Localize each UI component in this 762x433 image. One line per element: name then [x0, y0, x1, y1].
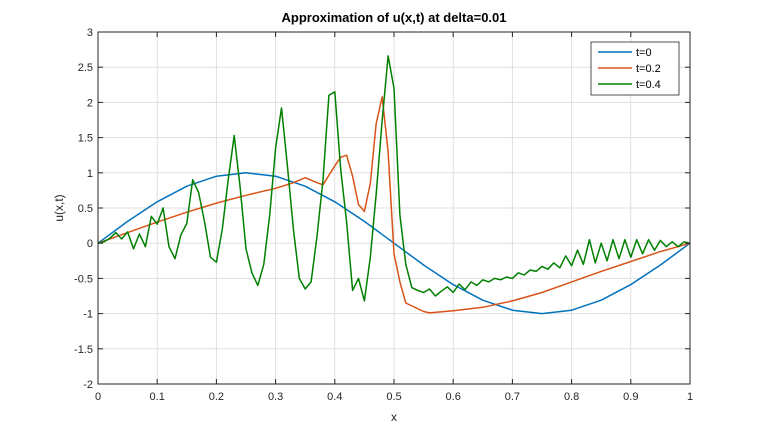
x-tick-label: 0.7 [505, 391, 520, 403]
x-tick-label: 1 [687, 391, 693, 403]
legend-entry: t=0.4 [636, 79, 661, 91]
axis-ticks: 0 0.1 0.2 0.3 0.4 0.5 0.6 0.7 0.8 0.9 1 -2 -1.5 -1 -0.… [74, 27, 693, 403]
y-tick-label: 0.5 [78, 203, 93, 215]
legend-entry: t=0 [636, 47, 652, 59]
y-tick-label: -1 [83, 309, 93, 321]
x-tick-label: 0.5 [386, 391, 401, 403]
legend-entry: t=0.2 [636, 63, 661, 75]
y-tick-label: 2.5 [78, 62, 93, 74]
chart-title: Approximation of u(x,t) at delta=0.01 [281, 10, 506, 25]
y-tick-label: -0.5 [74, 273, 93, 285]
x-axis-label: x [391, 410, 397, 424]
x-tick-label: 0.3 [268, 391, 283, 403]
y-tick-label: 1 [87, 168, 93, 180]
x-tick-label: 0.8 [564, 391, 579, 403]
y-tick-label: 2 [87, 97, 93, 109]
legend: t=0 t=0.2 t=0.4 [590, 41, 680, 96]
y-tick-label: 0 [87, 238, 93, 250]
series-line-t-0-4 [97, 55, 691, 302]
x-tick-label: 0.2 [209, 391, 224, 403]
x-tick-label: 0.6 [446, 391, 461, 403]
x-tick-label: 0.4 [327, 391, 342, 403]
y-tick-label: 3 [87, 27, 93, 39]
x-tick-label: 0 [95, 391, 101, 403]
series-line-t-0-2 [97, 96, 691, 314]
y-axis-label: u(x,t) [52, 194, 66, 221]
series-lines [97, 55, 691, 315]
y-tick-label: -1.5 [74, 344, 93, 356]
y-tick-label: 1.5 [78, 133, 93, 145]
x-tick-label: 0.9 [623, 391, 638, 403]
y-tick-label: -2 [83, 379, 93, 391]
legend-box [590, 41, 680, 96]
x-tick-label: 0.1 [150, 391, 165, 403]
